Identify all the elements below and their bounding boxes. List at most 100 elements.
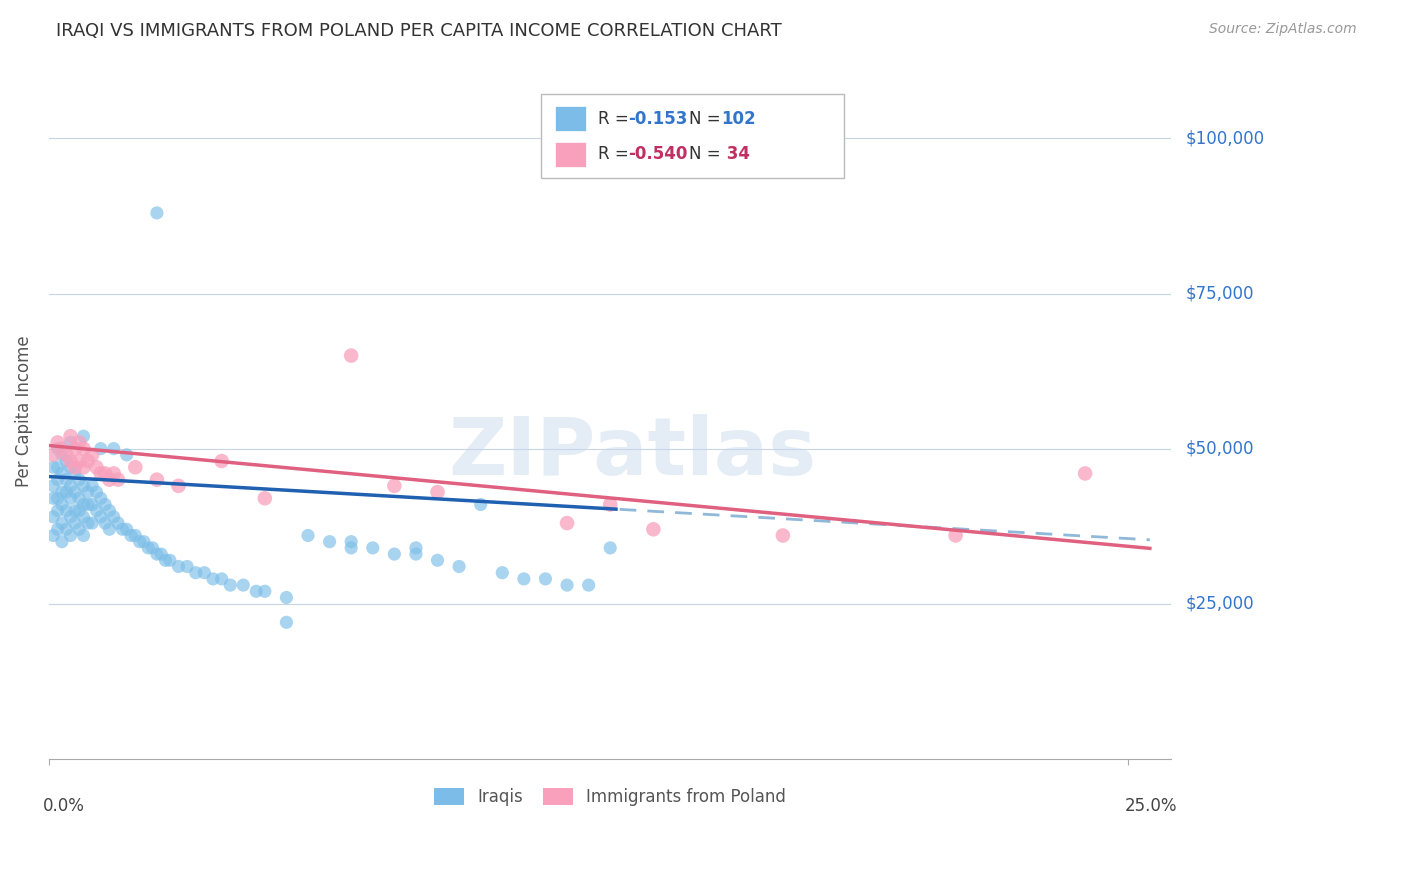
Point xyxy=(67,473,90,487)
Point xyxy=(555,578,578,592)
Point xyxy=(211,572,233,586)
Point xyxy=(55,485,77,500)
Text: Source: ZipAtlas.com: Source: ZipAtlas.com xyxy=(1209,22,1357,37)
Point xyxy=(297,528,319,542)
Point xyxy=(42,528,65,542)
Point xyxy=(42,448,65,462)
Point xyxy=(51,498,73,512)
Point xyxy=(59,429,82,443)
Point xyxy=(63,485,86,500)
Point xyxy=(63,442,86,456)
Text: $50,000: $50,000 xyxy=(1185,440,1254,458)
Point xyxy=(72,460,94,475)
Point xyxy=(111,522,134,536)
Point xyxy=(146,547,169,561)
Point xyxy=(167,559,190,574)
Point xyxy=(1074,467,1097,481)
Point xyxy=(193,566,215,580)
Point xyxy=(51,534,73,549)
Point xyxy=(46,522,69,536)
Point xyxy=(51,448,73,462)
Text: 0.0%: 0.0% xyxy=(44,797,86,815)
Point xyxy=(132,534,155,549)
Point xyxy=(42,460,65,475)
Point xyxy=(72,479,94,493)
Point xyxy=(426,485,449,500)
Point xyxy=(55,448,77,462)
Point xyxy=(555,516,578,530)
Point xyxy=(72,528,94,542)
Point xyxy=(90,467,112,481)
Text: R =: R = xyxy=(598,145,634,163)
Point xyxy=(46,435,69,450)
Point xyxy=(599,541,621,555)
Point xyxy=(67,503,90,517)
Point xyxy=(63,467,86,481)
Point xyxy=(94,516,117,530)
Point xyxy=(67,454,90,468)
Point xyxy=(51,467,73,481)
Point xyxy=(146,206,169,220)
Point xyxy=(82,516,104,530)
Point xyxy=(184,566,207,580)
Point xyxy=(67,435,90,450)
Point xyxy=(253,491,276,506)
Point xyxy=(155,553,177,567)
Point xyxy=(142,541,165,555)
Point xyxy=(46,491,69,506)
Point xyxy=(59,460,82,475)
Point xyxy=(55,454,77,468)
Point xyxy=(51,442,73,456)
Point xyxy=(405,547,427,561)
Text: -0.540: -0.540 xyxy=(628,145,688,163)
Point xyxy=(176,559,198,574)
Text: 34: 34 xyxy=(721,145,751,163)
Point xyxy=(513,572,536,586)
Point xyxy=(59,491,82,506)
Text: -0.153: -0.153 xyxy=(628,110,688,128)
Point xyxy=(167,479,190,493)
Point xyxy=(107,473,129,487)
Point xyxy=(94,467,117,481)
Point xyxy=(59,509,82,524)
Point xyxy=(59,435,82,450)
Point xyxy=(46,460,69,475)
Point xyxy=(361,541,384,555)
Point xyxy=(67,522,90,536)
Point xyxy=(72,498,94,512)
Point xyxy=(945,528,967,542)
Point xyxy=(470,498,492,512)
Point xyxy=(534,572,557,586)
Text: N =: N = xyxy=(689,110,725,128)
Point xyxy=(128,534,150,549)
Point xyxy=(76,454,98,468)
Point xyxy=(120,528,142,542)
Point xyxy=(98,522,121,536)
Point xyxy=(76,516,98,530)
Point xyxy=(340,349,363,363)
Point xyxy=(276,615,298,630)
Point xyxy=(63,503,86,517)
Point xyxy=(76,485,98,500)
Point xyxy=(202,572,225,586)
Point xyxy=(146,473,169,487)
Point xyxy=(219,578,242,592)
Point xyxy=(51,516,73,530)
Point xyxy=(67,491,90,506)
Text: R =: R = xyxy=(598,110,634,128)
Point xyxy=(136,541,159,555)
Point xyxy=(55,503,77,517)
Point xyxy=(232,578,254,592)
Point xyxy=(63,516,86,530)
Point xyxy=(449,559,471,574)
Point xyxy=(76,498,98,512)
Point xyxy=(150,547,173,561)
Point xyxy=(72,429,94,443)
Text: 102: 102 xyxy=(721,110,756,128)
Point xyxy=(599,498,621,512)
Text: ZIPatlas: ZIPatlas xyxy=(449,414,817,492)
Point xyxy=(86,485,108,500)
Point xyxy=(90,491,112,506)
Point xyxy=(46,503,69,517)
Point xyxy=(72,442,94,456)
